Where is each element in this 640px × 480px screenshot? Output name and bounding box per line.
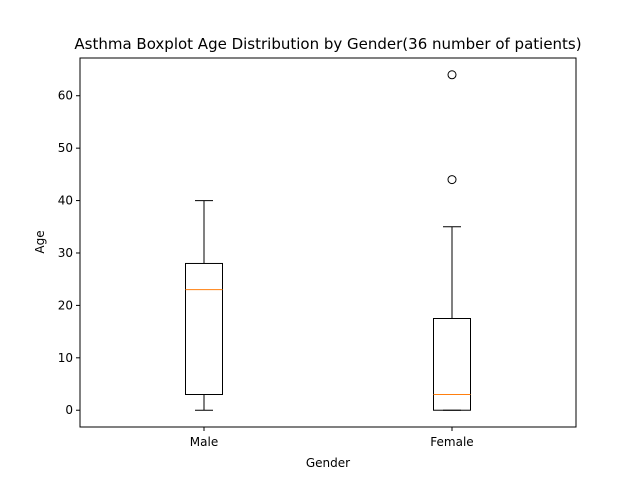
y-tick-label: 0 xyxy=(65,403,73,417)
y-tick-label: 30 xyxy=(58,246,73,260)
x-tick-label: Male xyxy=(190,435,218,449)
chart-title: Asthma Boxplot Age Distribution by Gende… xyxy=(74,35,581,53)
box-iqr xyxy=(185,262,223,396)
y-tick-label: 50 xyxy=(58,141,73,155)
box-iqr xyxy=(433,318,471,411)
x-axis-label: Gender xyxy=(306,456,350,470)
plot-area: 0 10 20 30 40 50 60 Male Female xyxy=(58,70,474,449)
y-axis-label: Age xyxy=(33,230,47,253)
outlier-point xyxy=(447,175,457,185)
x-tick-label: Female xyxy=(430,435,473,449)
y-tick-label: 60 xyxy=(58,89,73,103)
axes-frame xyxy=(79,57,577,428)
y-tick-label: 40 xyxy=(58,194,73,208)
y-tick-label: 20 xyxy=(58,298,73,312)
outlier-point xyxy=(447,70,457,80)
y-tick-label: 10 xyxy=(58,351,73,365)
